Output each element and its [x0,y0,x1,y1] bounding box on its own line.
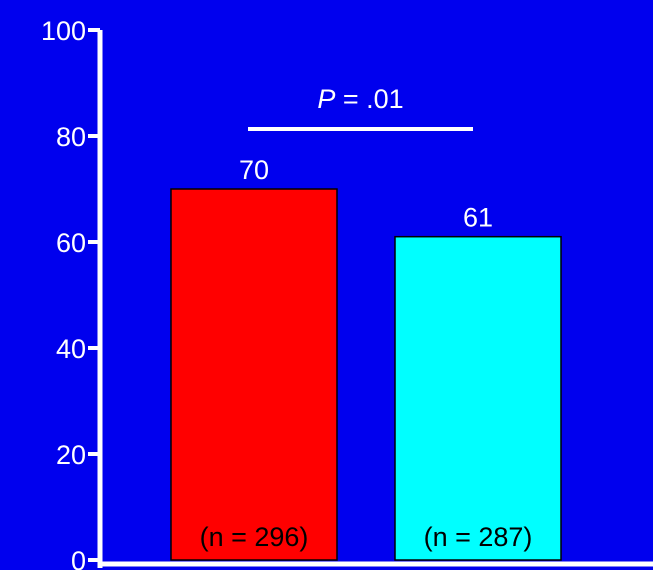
y-tick-label: 80 [56,122,86,152]
y-tick-label: 40 [56,334,86,364]
p-value-text: = .01 [335,84,403,114]
y-tick-label: 0 [71,546,86,570]
significance-annotation: P = .01 [248,84,473,131]
bar-value-label: 70 [239,155,269,185]
bar-value-label: 61 [463,203,493,233]
category-label: (n = 296) [200,522,309,552]
bars-group: 70 (n = 296) 61 (n = 287) [170,155,562,561]
p-value-label: P = .01 [317,84,403,114]
p-symbol: P [317,84,335,114]
y-tick-label: 20 [56,440,86,470]
y-tick-label: 100 [41,16,86,46]
bar-2 [394,235,562,561]
bar-1 [170,188,338,561]
y-axis: 0 20 40 60 80 100 [41,16,103,570]
y-tick-label: 60 [56,228,86,258]
category-label: (n = 287) [424,522,533,552]
